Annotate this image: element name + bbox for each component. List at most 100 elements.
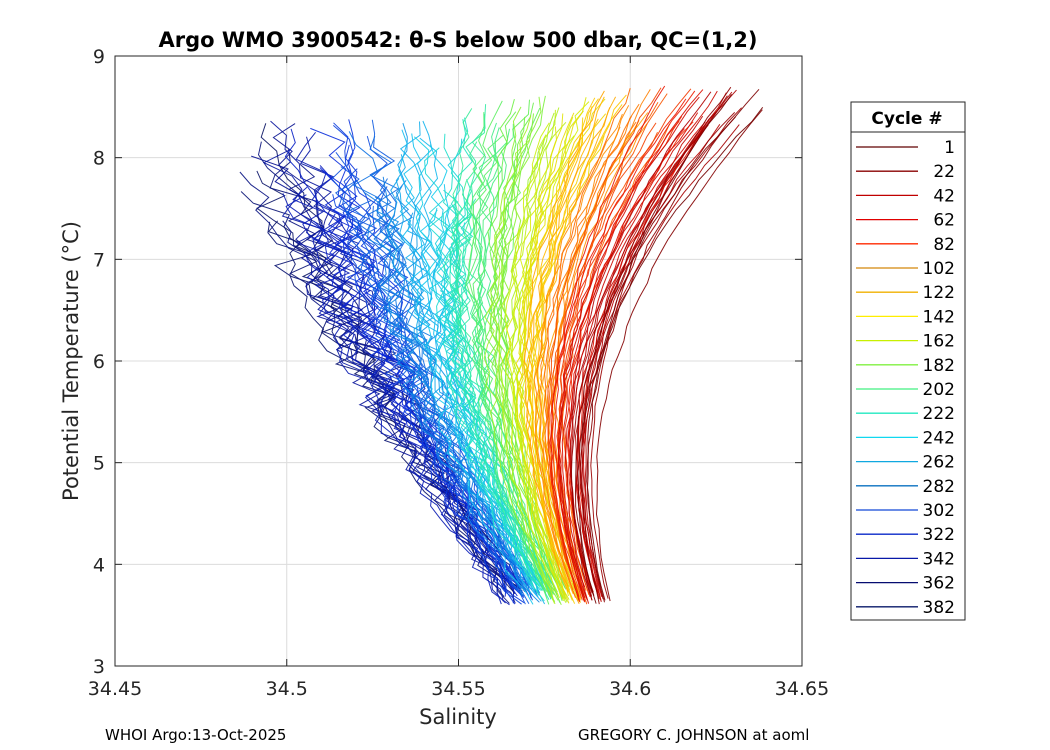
x-tick-label: 34.6 bbox=[609, 678, 651, 700]
legend-label: 142 bbox=[923, 307, 955, 327]
profile-line-cycle-193 bbox=[471, 140, 558, 593]
footer-right: GREGORY C. JOHNSON at aoml bbox=[578, 726, 809, 744]
legend: Cycle # 12242628210212214216218220222224… bbox=[850, 101, 966, 621]
profile-line-cycle-41 bbox=[558, 121, 706, 588]
profile-line-cycle-164 bbox=[493, 138, 559, 601]
profile-line-cycle-146 bbox=[510, 135, 575, 602]
legend-label: 162 bbox=[923, 332, 955, 352]
y-tick-label: 3 bbox=[93, 656, 105, 678]
profile-line-cycle-342 bbox=[285, 194, 507, 593]
profile-line-cycle-78 bbox=[561, 123, 670, 589]
legend-label: 262 bbox=[923, 453, 955, 473]
legend-label: 182 bbox=[923, 356, 955, 376]
profile-line-cycle-251 bbox=[414, 207, 534, 605]
y-tick-label: 9 bbox=[93, 46, 105, 68]
legend-label: 1 bbox=[944, 138, 955, 158]
profile-line-cycle-39 bbox=[557, 96, 700, 598]
profile-line-cycle-9 bbox=[586, 116, 736, 603]
legend-label: 222 bbox=[923, 404, 955, 424]
profile-line-cycle-378 bbox=[267, 220, 506, 590]
profile-line-cycle-130 bbox=[517, 112, 575, 604]
legend-label: 362 bbox=[923, 574, 955, 594]
chart-title: Argo WMO 3900542: θ-S below 500 dbar, QC… bbox=[159, 28, 758, 52]
profile-line-cycle-219 bbox=[447, 198, 540, 587]
profile-line-cycle-199 bbox=[472, 122, 550, 596]
profile-line-cycle-297 bbox=[372, 205, 525, 597]
legend-label: 42 bbox=[933, 186, 955, 206]
legend-label: 82 bbox=[933, 235, 955, 255]
legend-label: 382 bbox=[923, 598, 955, 618]
profile-line-cycle-346 bbox=[292, 186, 502, 605]
y-tick-label: 4 bbox=[93, 554, 105, 576]
profile-line-cycle-293 bbox=[366, 178, 525, 589]
profile-line-cycle-299 bbox=[334, 180, 530, 604]
profile-line-cycle-376 bbox=[267, 221, 516, 595]
profile-line-cycle-150 bbox=[509, 134, 570, 600]
x-axis-label: Salinity bbox=[419, 705, 497, 729]
x-axis-ticks: 34.45 34.5 34.55 34.6 34.65 bbox=[88, 56, 829, 700]
legend-label: 122 bbox=[923, 283, 955, 303]
profile-line-cycle-322 bbox=[342, 144, 516, 605]
profile-line-cycle-195 bbox=[470, 123, 547, 594]
profile-line-cycle-80 bbox=[544, 88, 631, 601]
profile-line-cycle-142 bbox=[506, 116, 574, 599]
legend-title: Cycle # bbox=[871, 109, 942, 129]
legend-label: 62 bbox=[933, 211, 955, 231]
profile-line-cycle-94 bbox=[535, 126, 621, 596]
profile-line-cycle-3 bbox=[586, 94, 733, 601]
profile-line-cycle-45 bbox=[557, 89, 704, 601]
profile-line-cycle-279 bbox=[381, 218, 523, 596]
x-tick-label: 34.5 bbox=[266, 678, 308, 700]
profile-line-cycle-110 bbox=[528, 118, 599, 595]
profile-line-cycle-267 bbox=[407, 219, 536, 591]
y-axis-label: Potential Temperature (°C) bbox=[59, 221, 83, 501]
profile-line-cycle-313 bbox=[343, 168, 522, 605]
profile-line-cycle-92 bbox=[533, 113, 623, 590]
legend-label: 322 bbox=[923, 525, 955, 545]
legend-label: 282 bbox=[923, 477, 955, 497]
profile-line-cycle-344 bbox=[315, 165, 510, 606]
legend-label: 342 bbox=[923, 549, 955, 569]
profile-line-cycle-86 bbox=[538, 103, 640, 598]
profile-line-cycle-70 bbox=[547, 87, 662, 600]
profile-line-cycle-257 bbox=[398, 129, 532, 594]
profile-line-cycle-7 bbox=[595, 109, 763, 602]
profile-line-cycle-170 bbox=[487, 113, 555, 603]
profile-line-cycle-1 bbox=[577, 106, 764, 604]
profile-line-cycle-162 bbox=[483, 139, 556, 605]
profile-line-cycle-132 bbox=[515, 98, 606, 600]
footer-left: WHOI Argo:13-Oct-2025 bbox=[105, 726, 286, 744]
profile-line-cycle-188 bbox=[472, 134, 554, 595]
y-axis-ticks: 3 4 5 6 7 8 9 bbox=[93, 46, 802, 678]
legend-entries: 1224262821021221421621822022222422622823… bbox=[856, 138, 955, 618]
profile-line-cycle-154 bbox=[497, 121, 567, 604]
y-tick-label: 6 bbox=[93, 351, 105, 373]
legend-label: 202 bbox=[923, 380, 955, 400]
profile-line-cycle-265 bbox=[395, 154, 542, 602]
profile-line-cycle-247 bbox=[434, 204, 541, 591]
profile-line-cycle-11 bbox=[579, 86, 732, 605]
profile-line-cycle-360 bbox=[251, 155, 504, 590]
x-tick-label: 34.55 bbox=[431, 678, 485, 700]
legend-label: 102 bbox=[923, 259, 955, 279]
profile-line-cycle-148 bbox=[504, 122, 566, 596]
profile-line-cycle-352 bbox=[299, 136, 517, 591]
y-tick-label: 5 bbox=[93, 453, 105, 475]
gridlines bbox=[114, 55, 803, 667]
x-tick-label: 34.65 bbox=[775, 678, 829, 700]
y-tick-label: 7 bbox=[93, 249, 105, 271]
profile-line-cycle-176 bbox=[487, 98, 564, 598]
legend-label: 22 bbox=[933, 162, 955, 182]
profile-line-cycle-15 bbox=[590, 95, 728, 599]
y-tick-label: 8 bbox=[93, 148, 105, 170]
profile-line-cycle-102 bbox=[523, 90, 605, 587]
profile-line-cycle-76 bbox=[561, 101, 659, 591]
legend-label: 242 bbox=[923, 428, 955, 448]
profile-line-cycle-273 bbox=[397, 122, 540, 596]
profile-lines bbox=[239, 85, 764, 606]
profile-line-cycle-239 bbox=[438, 222, 545, 590]
profile-line-cycle-55 bbox=[550, 98, 687, 603]
plot-area: 34.45 34.5 34.55 34.6 34.65 3 4 5 6 7 8 9 bbox=[88, 46, 829, 700]
profile-line-cycle-172 bbox=[499, 95, 560, 591]
